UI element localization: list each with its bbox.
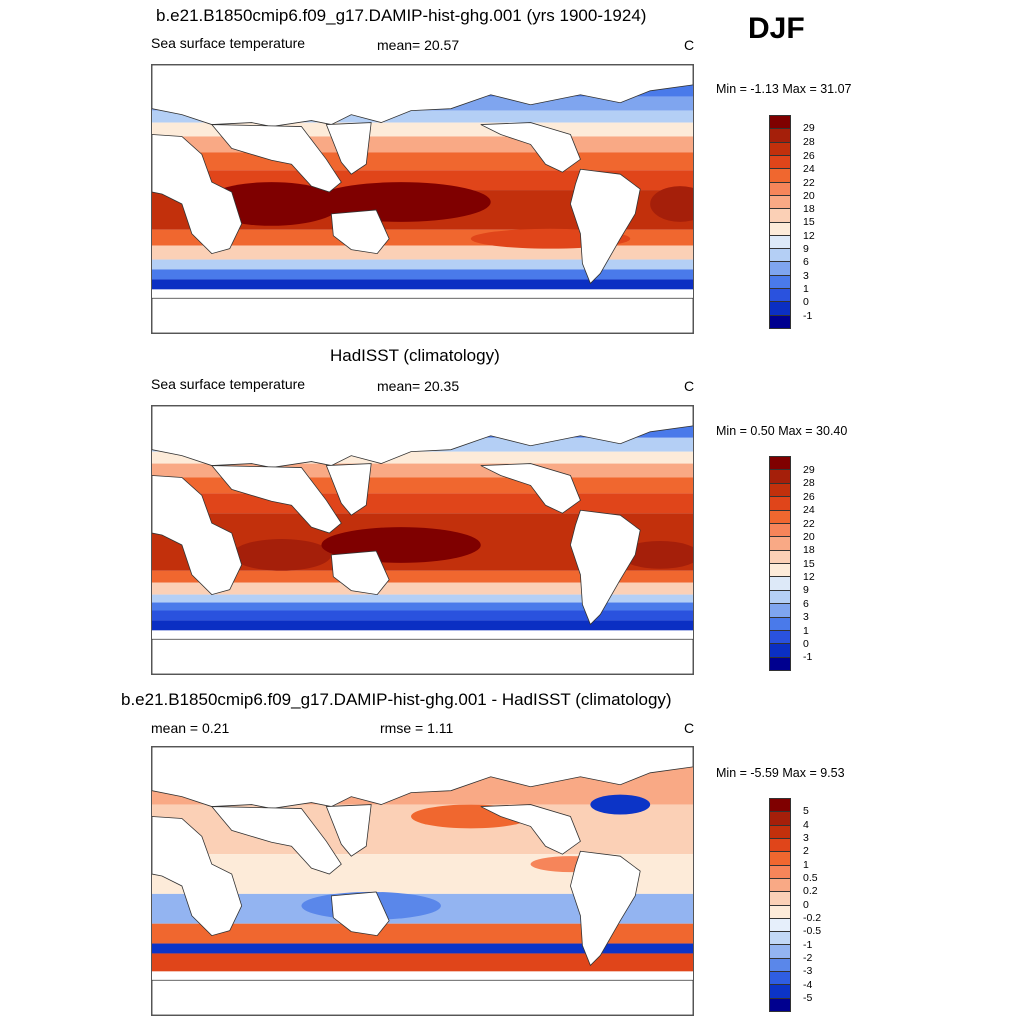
panel2-unit: C xyxy=(684,378,695,394)
panel2-cbar-tick: -1 xyxy=(803,651,813,663)
panel2-cbar-tick: 6 xyxy=(803,598,809,610)
panel2-map-field xyxy=(152,406,693,674)
panel2-cbar-tick: 18 xyxy=(803,544,815,556)
panel3-mean-label: mean = 0.21 xyxy=(151,720,230,736)
panel3-cbar-tick: -0.2 xyxy=(803,912,822,924)
panel1-cbar-tick: 20 xyxy=(803,190,815,202)
panel2-map xyxy=(151,405,694,675)
panel3-cbar-tick: 0.2 xyxy=(803,885,818,897)
panel1-unit: C xyxy=(684,37,695,53)
panel3-cbar-tick: -5 xyxy=(803,992,813,1004)
panel2-left-label: Sea surface temperature xyxy=(151,376,306,392)
panel1-cbar-tick: 0 xyxy=(803,296,809,308)
panel1-mean-label: mean= 20.57 xyxy=(377,37,460,53)
panel1-cbar-tick: 1 xyxy=(803,283,809,295)
panel3-cbar-tick: 1 xyxy=(803,859,809,871)
panel2-mean-label: mean= 20.35 xyxy=(377,378,460,394)
panel3-cbar-tick: 0 xyxy=(803,899,809,911)
panel3-cbar-tick: 0.5 xyxy=(803,872,818,884)
panel3-cbar-tick: -4 xyxy=(803,979,813,991)
panel3-colorbar xyxy=(769,798,791,1012)
panel1-cbar-tick: 15 xyxy=(803,216,815,228)
panel3-cbar-tick: 4 xyxy=(803,819,809,831)
panel1-cbar-tick: -1 xyxy=(803,310,813,322)
panel2-colorbar xyxy=(769,456,791,671)
panel1-cbar-tick: 6 xyxy=(803,256,809,268)
panel3-cbar-tick: -3 xyxy=(803,965,813,977)
panel3-cbar-tick: -0.5 xyxy=(803,925,822,937)
panel2-cbar-tick: 3 xyxy=(803,611,809,623)
panel1-cbar-tick: 22 xyxy=(803,177,815,189)
panel1-title: b.e21.B1850cmip6.f09_g17.DAMIP-hist-ghg.… xyxy=(156,6,647,25)
panel1-cbar-tick: 28 xyxy=(803,136,815,148)
panel2-cbar-tick: 22 xyxy=(803,518,815,530)
panel2-cbar-tick: 20 xyxy=(803,531,815,543)
panel2-cbar-tick: 15 xyxy=(803,558,815,570)
panel1-colorbar xyxy=(769,115,791,329)
panel2-cbar-tick: 24 xyxy=(803,504,815,516)
panel1-cbar-tick: 26 xyxy=(803,150,815,162)
panel2-cbar-tick: 12 xyxy=(803,571,815,583)
panel1-cbar-tick: 9 xyxy=(803,243,809,255)
panel1-left-label: Sea surface temperature xyxy=(151,35,306,51)
panel3-cbar-tick: -1 xyxy=(803,939,813,951)
panel3-title: b.e21.B1850cmip6.f09_g17.DAMIP-hist-ghg.… xyxy=(121,690,672,709)
season-label: DJF xyxy=(748,12,805,45)
panel3-cbar-tick: 3 xyxy=(803,832,809,844)
panel1-minmax: Min = -1.13 Max = 31.07 xyxy=(716,82,852,96)
panel1-cbar-tick: 12 xyxy=(803,230,815,242)
panel1-cbar-tick: 29 xyxy=(803,122,815,134)
panel2-cbar-tick: 1 xyxy=(803,625,809,637)
panel2-cbar-tick: 0 xyxy=(803,638,809,650)
panel1-cbar-tick: 18 xyxy=(803,203,815,215)
panel3-minmax: Min = -5.59 Max = 9.53 xyxy=(716,766,845,780)
panel3-cbar-tick: 5 xyxy=(803,805,809,817)
panel2-minmax: Min = 0.50 Max = 30.40 xyxy=(716,424,848,438)
panel3-unit: C xyxy=(684,720,695,736)
panel2-cbar-tick: 29 xyxy=(803,464,815,476)
panel3-rmse-label: rmse = 1.11 xyxy=(380,720,454,736)
panel3-map-field xyxy=(152,747,693,1015)
panel1-cbar-tick: 24 xyxy=(803,163,815,175)
panel3-cbar-tick: 2 xyxy=(803,845,809,857)
panel3-cbar-tick: -2 xyxy=(803,952,813,964)
panel2-cbar-tick: 28 xyxy=(803,477,815,489)
panel2-cbar-tick: 9 xyxy=(803,584,809,596)
panel1-map xyxy=(151,64,694,334)
panel2-cbar-tick: 26 xyxy=(803,491,815,503)
panel3-map xyxy=(151,746,694,1016)
panel1-map-field xyxy=(152,65,693,333)
panel1-cbar-tick: 3 xyxy=(803,270,809,282)
panel2-title: HadISST (climatology) xyxy=(330,346,500,365)
